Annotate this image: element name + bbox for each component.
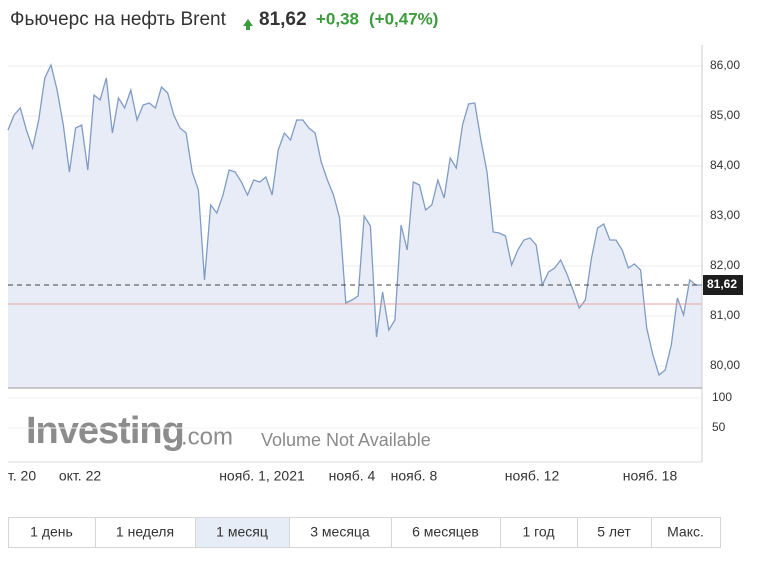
period-button[interactable] — [95, 517, 196, 548]
logo-domain: .com — [181, 423, 233, 450]
x-tick-label: окт. 22 — [59, 468, 101, 484]
period-button-label[interactable]: 1 месяц — [216, 524, 268, 540]
line — [7, 63, 702, 377]
y-tick-label: 80,00 — [710, 358, 740, 372]
period-button[interactable] — [8, 517, 96, 548]
period-button[interactable] — [391, 517, 501, 548]
period-button-label[interactable]: 6 месяцев — [412, 524, 479, 540]
y-tick-label: 85,00 — [710, 108, 740, 122]
volume-tick-label: 100 — [712, 390, 732, 404]
change: +0,38 — [316, 9, 359, 28]
x-tick-label: т. 20 — [8, 468, 36, 484]
period-button[interactable] — [500, 517, 578, 548]
volume-tick-label: 50 — [712, 420, 726, 434]
y-tick-label: 81,00 — [710, 308, 740, 322]
x-tick-label: нояб. 1, 2021 — [219, 468, 305, 484]
period-button-label[interactable]: 1 год — [522, 524, 554, 540]
y-tick-label: 84,00 — [710, 158, 740, 172]
period-button-label[interactable]: 5 лет — [597, 524, 631, 540]
area — [8, 65, 702, 388]
period-button-label[interactable]: 3 месяца — [310, 524, 370, 540]
logo-brand: Investing — [26, 410, 184, 452]
x-tick-label: нояб. 18 — [623, 468, 678, 484]
price-tag-label: 81,62 — [707, 277, 737, 291]
period-button-label[interactable]: 1 день — [30, 524, 73, 540]
x-tick-label: нояб. 4 — [329, 468, 376, 484]
x-tick-label: нояб. 8 — [391, 468, 438, 484]
y-tick-label: 82,00 — [710, 258, 740, 272]
logo: Investing .com — [26, 410, 233, 452]
change-percent: (+0,47%) — [369, 9, 438, 28]
volume-note: Volume Not Available — [261, 430, 431, 450]
up-arrow — [243, 19, 253, 30]
price: 81,62 — [259, 9, 307, 30]
period-button-label[interactable]: Макс. — [667, 524, 704, 540]
period-button-label[interactable]: 1 неделя — [116, 524, 174, 540]
period-button[interactable] — [651, 517, 721, 548]
y-tick-label: 83,00 — [710, 208, 740, 222]
chart-title: Фьючерс на нефть Brent — [10, 9, 227, 30]
price-tag — [703, 275, 743, 295]
period-button[interactable] — [289, 517, 392, 548]
y-tick-label: 86,00 — [710, 58, 740, 72]
x-tick-label: нояб. 12 — [505, 468, 560, 484]
period-button[interactable] — [577, 517, 652, 548]
